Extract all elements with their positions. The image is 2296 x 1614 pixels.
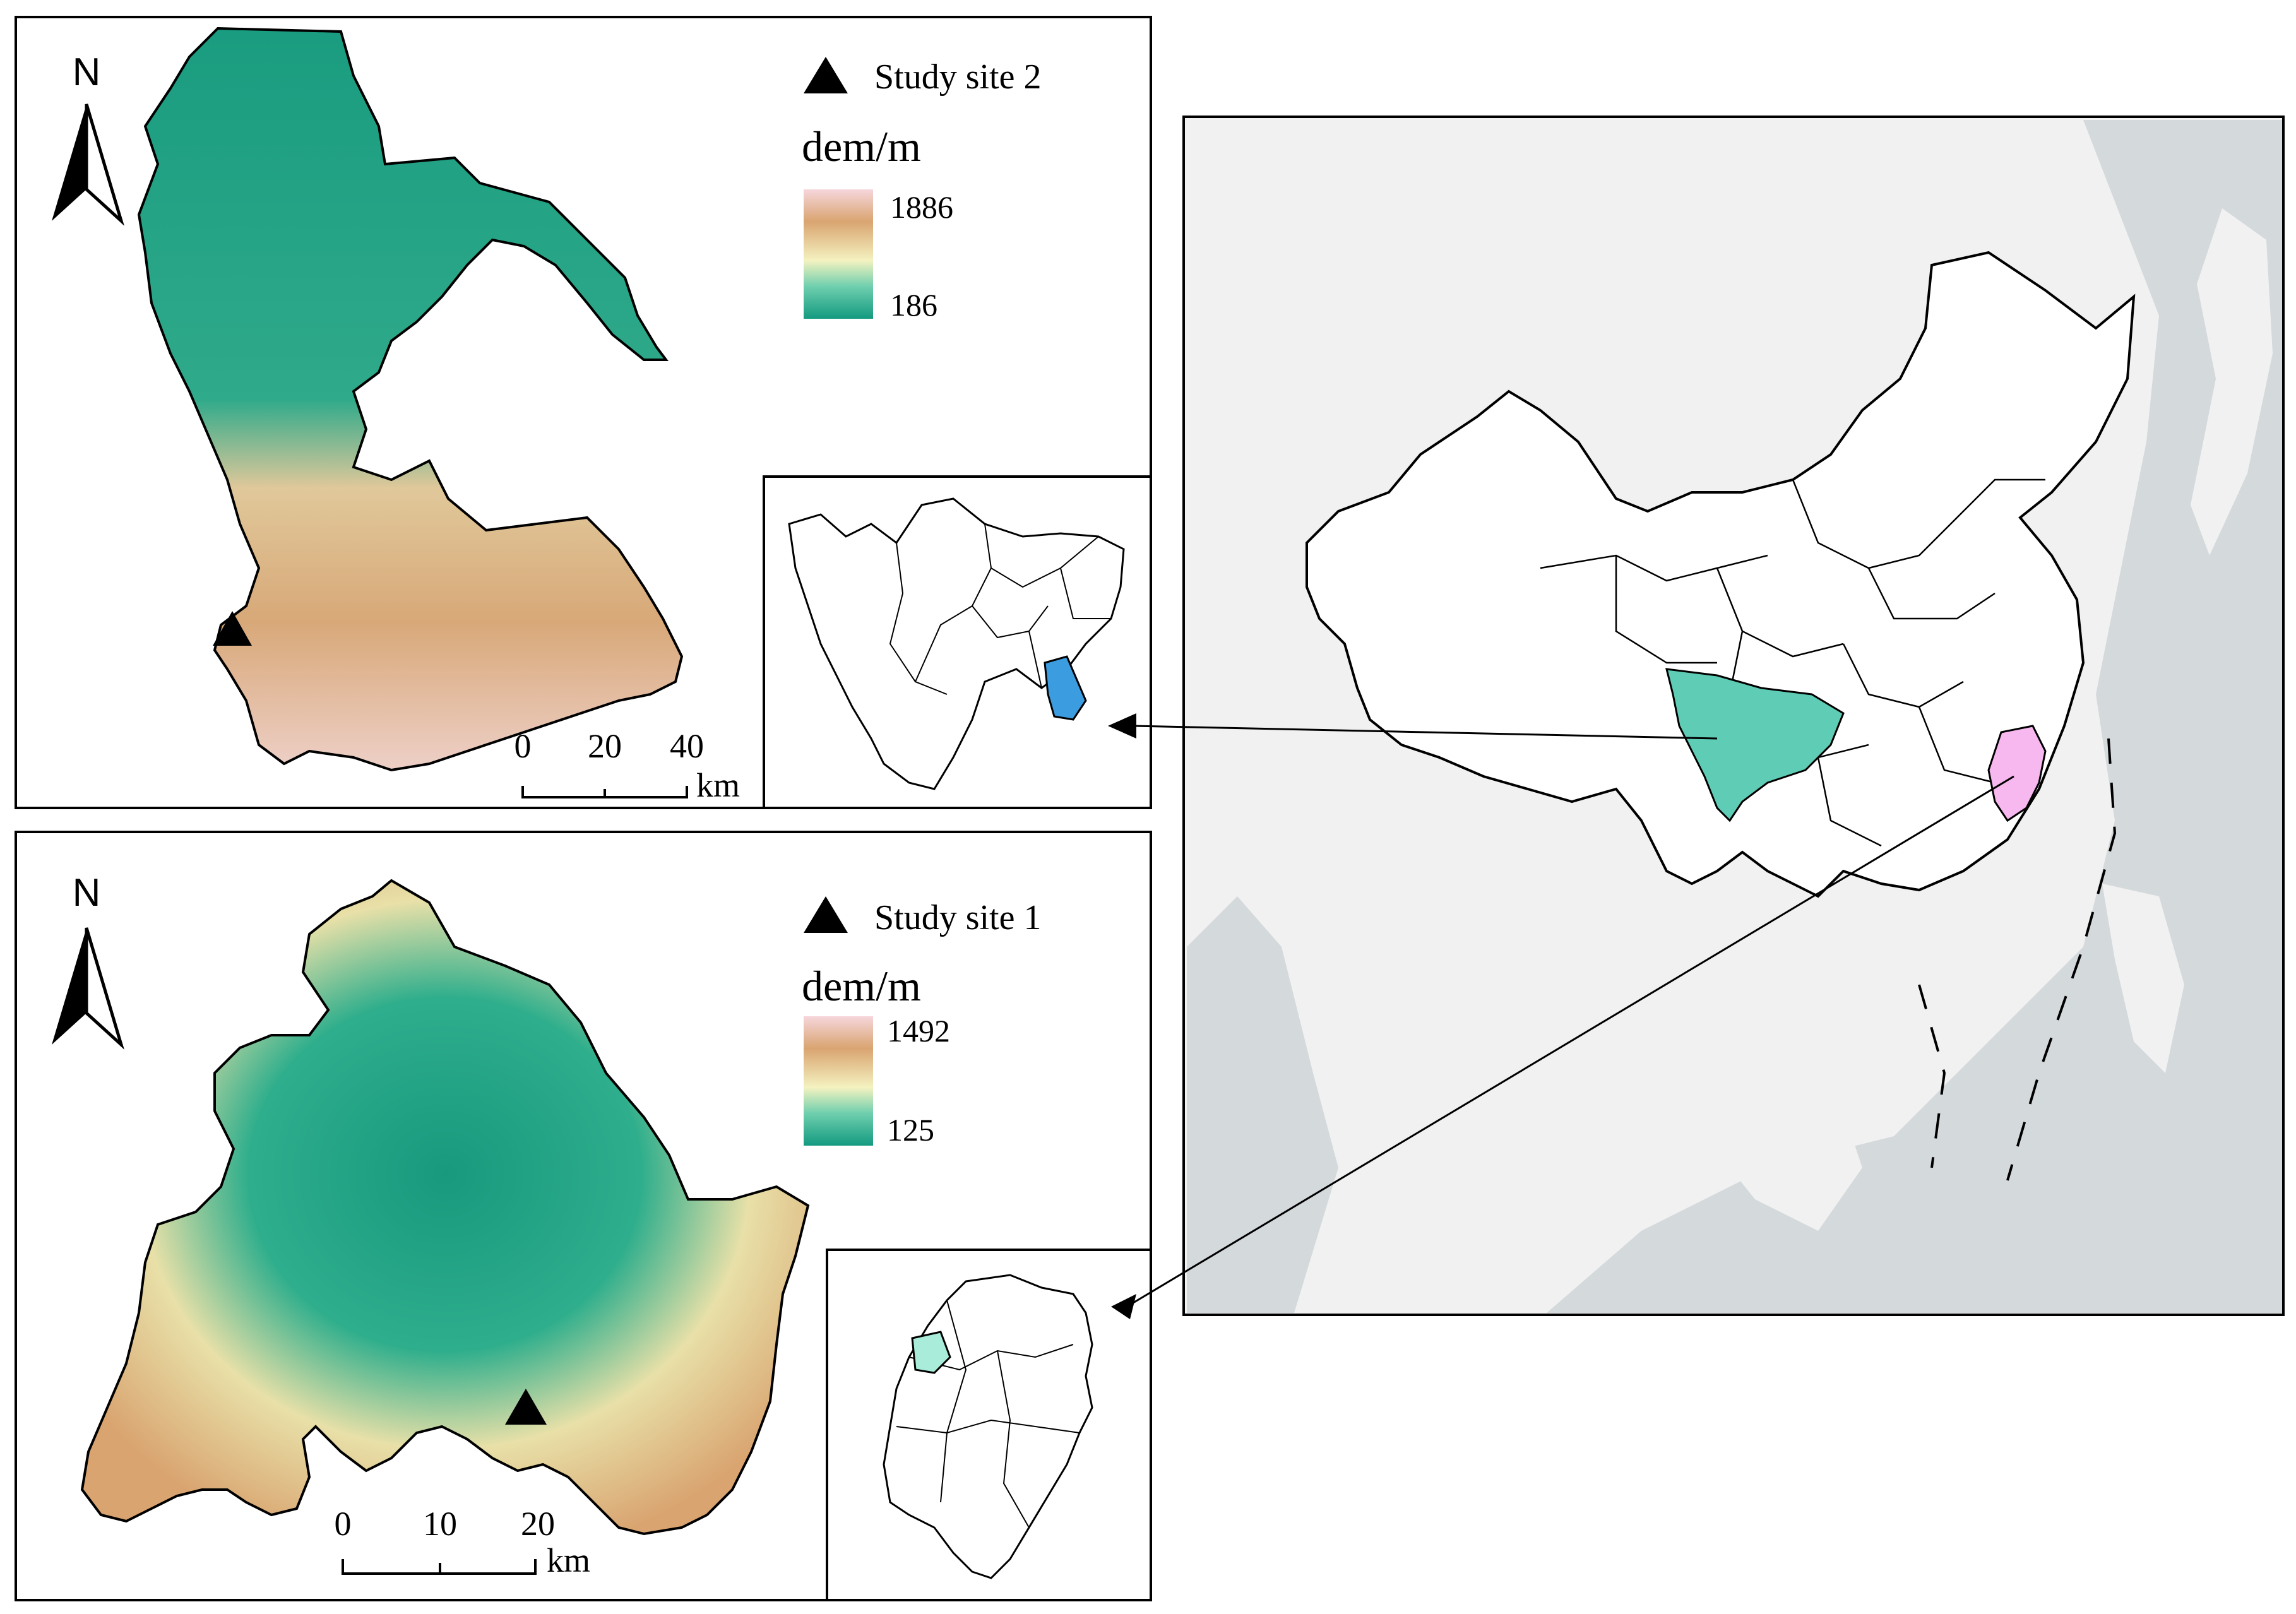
north-label: N [73, 871, 101, 915]
connector-line-fujian [1126, 775, 2014, 1308]
scale-tick-label: 10 [423, 1505, 457, 1543]
scale-tick-label: 20 [588, 727, 622, 765]
land-japan [2191, 208, 2273, 555]
legend-site-label: Study site 1 [874, 898, 1041, 937]
scale-unit: km [547, 1541, 590, 1579]
inset-fujian [826, 1249, 1152, 1601]
ocean-area [1547, 120, 2282, 1313]
legend-title: dem/m [802, 122, 921, 170]
scale-tick-label: 40 [670, 727, 704, 765]
dem-min-label: 186 [890, 287, 937, 323]
nine-dash-line [1918, 738, 2117, 1181]
dem-region-site-1 [80, 879, 810, 1536]
fujian-highlight [1987, 725, 2047, 822]
inset-pointer-arrow-icon [1108, 713, 1136, 739]
legend-triangle-icon [804, 896, 848, 933]
legend-site-label: Study site 2 [874, 57, 1041, 97]
panel-study-site-2: N Study site 2 dem/m 1886 186 0 20 40 km [15, 16, 1152, 809]
study-site-1-marker-icon [505, 1389, 547, 1425]
scale-bar: 0 20 40 km [515, 727, 741, 804]
site-2-county-highlight [1044, 655, 1087, 721]
land-taiwan [2071, 770, 2090, 814]
overview-map [1126, 116, 2285, 1316]
study-site-2-marker-icon [213, 611, 252, 646]
north-label: N [73, 50, 101, 94]
inset-pointer-arrow-icon [1111, 1294, 1136, 1319]
land-philippines [2102, 884, 2184, 1073]
north-arrow-icon [52, 927, 124, 1050]
site-1-county-highlight [911, 1331, 951, 1374]
legend-triangle-icon [804, 57, 848, 93]
inset-sichuan [763, 475, 1152, 809]
dem-min-label: 125 [887, 1112, 934, 1148]
connector-line-sichuan [1133, 725, 1718, 740]
scale-unit: km [696, 766, 740, 804]
dem-color-ramp [804, 189, 873, 319]
dem-max-label: 1492 [887, 1013, 950, 1048]
dem-region-site-2 [137, 27, 684, 772]
inset-internal-boundaries [896, 1300, 1080, 1528]
north-arrow-icon [52, 104, 124, 226]
legend-title: dem/m [802, 962, 921, 1010]
scale-tick-label: 0 [335, 1505, 352, 1543]
scale-bar: 0 10 20 km [335, 1505, 591, 1579]
inset-internal-boundaries [889, 523, 1111, 695]
ocean-area [1187, 896, 1338, 1313]
dem-max-label: 1886 [890, 189, 953, 225]
scale-tick-label: 0 [515, 727, 532, 765]
scale-tick-label: 20 [521, 1505, 555, 1543]
dem-color-ramp [804, 1016, 873, 1146]
land-southeast-asia [1616, 934, 1862, 1231]
